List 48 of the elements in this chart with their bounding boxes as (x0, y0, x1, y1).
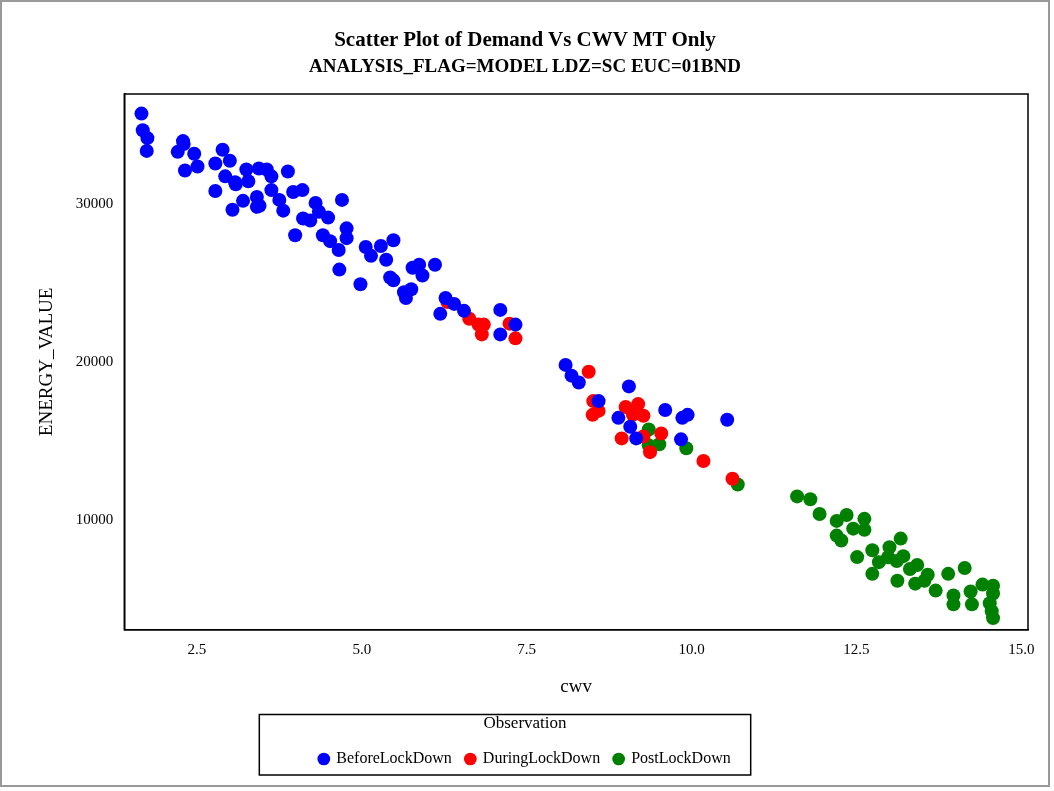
x-tick-label: 2.5 (187, 640, 207, 657)
chart-title: Scatter Plot of Demand Vs CWV MT Only (334, 27, 717, 52)
y-tick-label: 30000 (75, 194, 114, 211)
y-tick-label: 20000 (75, 352, 114, 369)
point (920, 567, 935, 582)
legend-label: PostLockDown (631, 749, 731, 767)
x-tick-label: 12.5 (843, 640, 870, 657)
y-tick-label: 10000 (75, 510, 114, 527)
point (790, 489, 805, 504)
x-tick-label: 7.5 (517, 640, 537, 657)
point (963, 584, 978, 599)
point (957, 561, 972, 575)
chart-subtitle: ANALYSIS_FLAG=MODEL LDZ=SC EUC=01BND (309, 54, 741, 76)
point (893, 531, 908, 546)
point (829, 513, 844, 528)
point (585, 407, 600, 422)
legend-label: DuringLockDown (482, 749, 601, 768)
legend-title: Observation (483, 712, 568, 732)
point (857, 522, 872, 537)
point (643, 445, 658, 460)
point (839, 508, 854, 523)
x-tick-label: 15.0 (1008, 640, 1035, 657)
point (696, 454, 711, 468)
point (890, 573, 905, 588)
point (941, 566, 956, 581)
point (865, 543, 880, 558)
point (986, 611, 1001, 626)
point (725, 471, 740, 486)
point (654, 426, 669, 441)
point (896, 549, 911, 564)
point (508, 331, 523, 346)
point (865, 566, 880, 581)
point (850, 550, 865, 565)
point (812, 506, 827, 521)
point (636, 408, 651, 423)
point (581, 364, 596, 379)
point (803, 492, 818, 507)
point (834, 533, 849, 548)
x-axis-title: cwv (560, 675, 593, 697)
point (902, 561, 917, 576)
x-tick-label: 5.0 (352, 640, 372, 657)
point (928, 583, 943, 598)
point (631, 397, 646, 412)
point (614, 431, 629, 446)
legend-label: BeforeLockDown (336, 749, 452, 767)
x-tick-label: 10.0 (678, 640, 705, 657)
point (964, 597, 979, 612)
y-axis-title: ENERGY_VALUE (35, 287, 57, 437)
